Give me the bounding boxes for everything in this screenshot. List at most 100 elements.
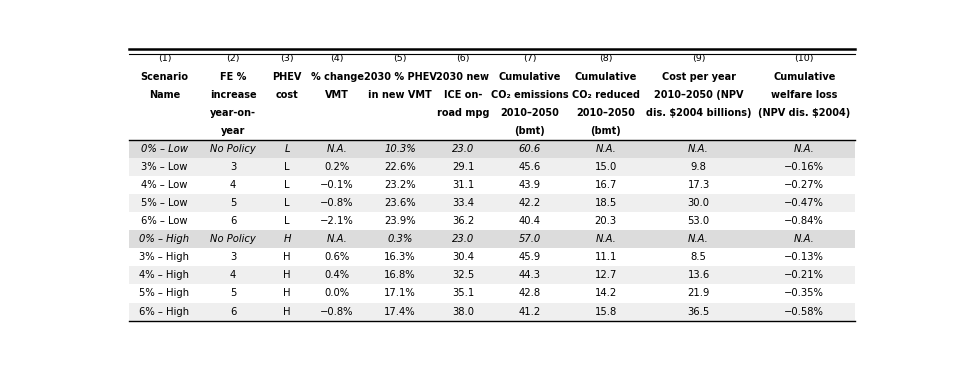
- Text: 14.2: 14.2: [594, 288, 617, 299]
- Text: 2010–2050: 2010–2050: [576, 108, 636, 118]
- Text: N.A.: N.A.: [326, 234, 348, 244]
- Text: 6% – Low: 6% – Low: [141, 216, 187, 226]
- Text: 2010–2050 (NPV: 2010–2050 (NPV: [654, 90, 743, 100]
- Text: 5: 5: [229, 198, 236, 208]
- Text: 53.0: 53.0: [687, 216, 709, 226]
- Text: 0% – High: 0% – High: [139, 234, 189, 244]
- Text: CO₂ emissions: CO₂ emissions: [492, 90, 568, 100]
- Text: 4% – Low: 4% – Low: [141, 180, 187, 190]
- Text: 30.0: 30.0: [687, 198, 709, 208]
- Text: 57.0: 57.0: [518, 234, 541, 244]
- Text: 22.6%: 22.6%: [384, 162, 416, 172]
- Text: 4: 4: [229, 270, 236, 280]
- Text: L: L: [284, 216, 290, 226]
- Text: 15.8: 15.8: [594, 307, 617, 316]
- Text: L: L: [284, 162, 290, 172]
- Bar: [129, 140, 855, 158]
- Bar: [129, 194, 855, 212]
- Text: L: L: [284, 198, 290, 208]
- Text: 3: 3: [229, 252, 236, 262]
- Text: 36.2: 36.2: [452, 216, 474, 226]
- Text: 3: 3: [229, 162, 236, 172]
- Text: 9.8: 9.8: [690, 162, 707, 172]
- Text: −2.1%: −2.1%: [321, 216, 354, 226]
- Text: 38.0: 38.0: [452, 307, 474, 316]
- Text: (4): (4): [330, 54, 344, 63]
- Text: year: year: [221, 126, 245, 137]
- Text: L: L: [284, 180, 290, 190]
- Text: 42.2: 42.2: [518, 198, 541, 208]
- Text: (3): (3): [280, 54, 294, 63]
- Text: 5% – High: 5% – High: [139, 288, 189, 299]
- Text: H: H: [283, 288, 291, 299]
- Text: welfare loss: welfare loss: [771, 90, 837, 100]
- Text: 12.7: 12.7: [594, 270, 617, 280]
- Text: ICE on-: ICE on-: [444, 90, 482, 100]
- Text: Cumulative: Cumulative: [499, 72, 561, 82]
- Text: (bmt): (bmt): [590, 126, 621, 137]
- Text: cost: cost: [276, 90, 299, 100]
- Text: L: L: [284, 144, 290, 154]
- Text: 42.8: 42.8: [518, 288, 541, 299]
- Text: 0.0%: 0.0%: [324, 288, 349, 299]
- Text: VMT: VMT: [325, 90, 349, 100]
- Text: 10.3%: 10.3%: [384, 144, 416, 154]
- Bar: [129, 158, 855, 176]
- Text: 23.9%: 23.9%: [384, 216, 416, 226]
- Text: 43.9: 43.9: [518, 180, 541, 190]
- Text: 16.8%: 16.8%: [384, 270, 416, 280]
- Text: 11.1: 11.1: [594, 252, 617, 262]
- Text: in new VMT: in new VMT: [368, 90, 432, 100]
- Text: (8): (8): [599, 54, 612, 63]
- Text: (1): (1): [157, 54, 171, 63]
- Text: 44.3: 44.3: [519, 270, 540, 280]
- Text: 23.2%: 23.2%: [384, 180, 416, 190]
- Bar: [129, 266, 855, 284]
- Text: −0.58%: −0.58%: [784, 307, 825, 316]
- Text: (7): (7): [523, 54, 537, 63]
- Text: −0.84%: −0.84%: [784, 216, 824, 226]
- Text: 35.1: 35.1: [452, 288, 474, 299]
- Text: 40.4: 40.4: [519, 216, 540, 226]
- Text: 23.6%: 23.6%: [384, 198, 416, 208]
- Text: 20.3: 20.3: [594, 216, 617, 226]
- Text: PHEV: PHEV: [273, 72, 301, 82]
- Text: −0.27%: −0.27%: [784, 180, 825, 190]
- Text: 0.6%: 0.6%: [324, 252, 349, 262]
- Text: H: H: [283, 270, 291, 280]
- Text: 13.6: 13.6: [687, 270, 709, 280]
- Text: 3% – High: 3% – High: [139, 252, 189, 262]
- Text: Cumulative: Cumulative: [773, 72, 835, 82]
- Text: H: H: [283, 307, 291, 316]
- Text: 32.5: 32.5: [452, 270, 474, 280]
- Text: increase: increase: [209, 90, 256, 100]
- Text: 30.4: 30.4: [452, 252, 474, 262]
- Text: (9): (9): [692, 54, 706, 63]
- Text: −0.47%: −0.47%: [784, 198, 825, 208]
- Text: 36.5: 36.5: [687, 307, 709, 316]
- Text: −0.13%: −0.13%: [784, 252, 825, 262]
- Text: 17.3: 17.3: [687, 180, 709, 190]
- Text: −0.16%: −0.16%: [784, 162, 825, 172]
- Text: 4: 4: [229, 180, 236, 190]
- Text: 3% – Low: 3% – Low: [141, 162, 187, 172]
- Text: 31.1: 31.1: [452, 180, 474, 190]
- Text: 5: 5: [229, 288, 236, 299]
- Text: (10): (10): [795, 54, 814, 63]
- Text: % change: % change: [311, 72, 364, 82]
- Text: 17.4%: 17.4%: [384, 307, 416, 316]
- Text: Cost per year: Cost per year: [661, 72, 735, 82]
- Text: (NPV dis. $2004): (NPV dis. $2004): [758, 108, 851, 118]
- Text: FE %: FE %: [220, 72, 246, 82]
- Text: N.A.: N.A.: [595, 234, 616, 244]
- Text: −0.1%: −0.1%: [321, 180, 354, 190]
- Text: 6% – High: 6% – High: [139, 307, 189, 316]
- Text: No Policy: No Policy: [210, 234, 256, 244]
- Text: 0% – Low: 0% – Low: [141, 144, 188, 154]
- Text: 29.1: 29.1: [452, 162, 474, 172]
- Bar: [129, 230, 855, 248]
- Text: 45.6: 45.6: [518, 162, 541, 172]
- Text: 4% – High: 4% – High: [139, 270, 189, 280]
- Text: H: H: [283, 234, 291, 244]
- Text: No Policy: No Policy: [210, 144, 256, 154]
